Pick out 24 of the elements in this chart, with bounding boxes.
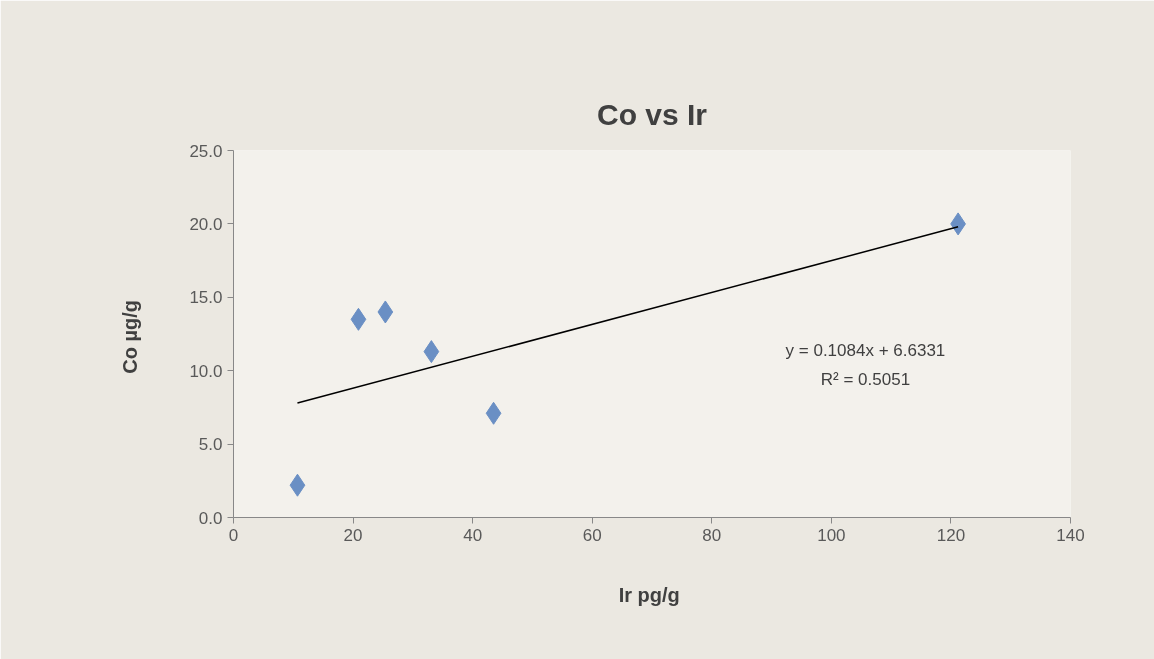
x-tick-label: 60 bbox=[582, 525, 602, 545]
x-tick-label: 20 bbox=[343, 525, 363, 545]
y-tick-label: 20.0 bbox=[189, 214, 223, 234]
point bbox=[377, 300, 394, 324]
x-tick-label: 100 bbox=[817, 525, 846, 545]
y-tick-label: 15.0 bbox=[189, 288, 223, 308]
x-tick-label: 40 bbox=[463, 525, 483, 545]
y-tick-label: 10.0 bbox=[189, 361, 223, 381]
chart-title: Co vs Ir bbox=[596, 97, 708, 131]
x-tick-label: 0 bbox=[228, 525, 239, 545]
y-tick-label: 5.0 bbox=[198, 435, 223, 455]
x-tick-label: 140 bbox=[1056, 525, 1085, 545]
y-tick-label: 25.0 bbox=[189, 141, 223, 161]
y-axis-title: Co µg/g bbox=[119, 299, 142, 374]
x-tick-label: 80 bbox=[702, 525, 722, 545]
annotation: R² = 0.5051 bbox=[820, 370, 911, 390]
point bbox=[485, 401, 502, 425]
point bbox=[289, 473, 306, 497]
x-tick-label: 120 bbox=[936, 525, 966, 545]
y-tick-label: 0.0 bbox=[198, 508, 223, 528]
annotation: y = 0.1084x + 6.6331 bbox=[785, 341, 946, 361]
x-axis-title: Ir pg/g bbox=[618, 583, 680, 606]
point bbox=[350, 307, 367, 331]
point bbox=[423, 340, 440, 364]
